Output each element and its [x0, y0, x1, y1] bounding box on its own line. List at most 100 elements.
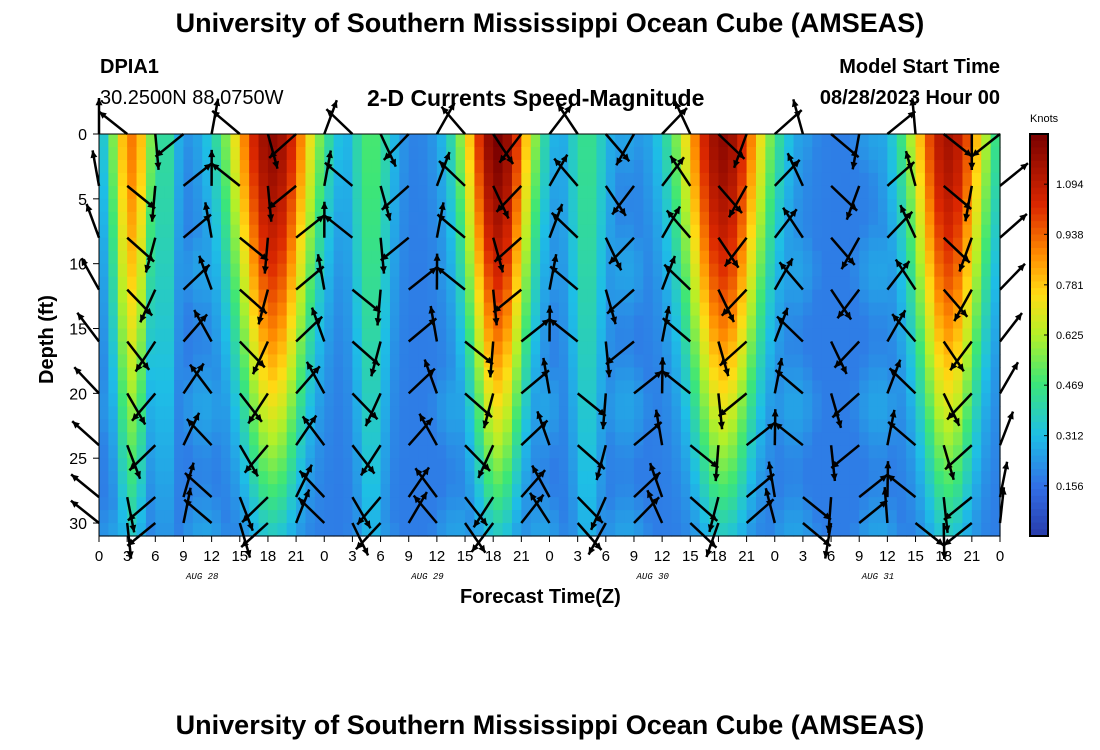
heat-cell [709, 497, 720, 511]
heat-cell [418, 198, 429, 213]
heat-cell [840, 354, 851, 369]
heat-cell [267, 484, 278, 498]
y-axis-label: Depth (ft) [36, 295, 58, 384]
heat-cell [558, 380, 569, 394]
heat-cell [877, 354, 888, 369]
heat-cell [915, 341, 926, 356]
heat-cell [558, 328, 569, 343]
heat-cell [446, 367, 457, 381]
heat-cell [380, 445, 391, 459]
heat-cell [230, 224, 241, 239]
heat-cell [680, 445, 691, 459]
y-tick-label: 30 [69, 516, 87, 533]
heat-cell [737, 497, 748, 511]
heat-cell [812, 406, 823, 420]
arrow-head [1017, 263, 1025, 272]
current-arrow [942, 444, 956, 481]
heat-cell [840, 289, 851, 304]
current-arrow [550, 211, 579, 239]
heat-cell [615, 341, 626, 356]
heat-cell [408, 237, 419, 252]
heat-cell [605, 510, 616, 524]
current-arrow [126, 444, 142, 480]
heat-cell [643, 510, 654, 524]
heat-cell [230, 289, 241, 304]
heat-cell [267, 471, 278, 485]
heat-cell [145, 471, 156, 485]
heat-cell [737, 328, 748, 343]
heat-cell [230, 419, 241, 433]
arrow-head [380, 253, 389, 261]
heat-cell [99, 237, 109, 252]
heat-cell [108, 432, 119, 446]
heat-cell [765, 172, 776, 187]
heat-cell [746, 198, 757, 213]
heat-cell [474, 458, 485, 472]
heat-cell [474, 432, 485, 446]
arrow-head [958, 263, 966, 272]
heat-cell [746, 523, 757, 537]
heat-cell [521, 523, 532, 537]
heat-cell [389, 341, 400, 356]
heat-cell [230, 211, 241, 226]
heat-cell [990, 354, 1001, 369]
heat-cell [446, 250, 457, 265]
heat-cell [418, 146, 429, 161]
heat-cell [465, 458, 476, 472]
heat-cell [821, 432, 832, 446]
heat-cell [343, 510, 354, 524]
current-arrow [776, 315, 804, 343]
heat-cell [511, 432, 522, 446]
heat-cell [399, 263, 410, 278]
heat-cell [915, 211, 926, 226]
heat-cell [117, 172, 128, 187]
arrow-head [268, 201, 276, 209]
heat-cell [192, 302, 203, 317]
heat-cell [924, 484, 935, 498]
heat-cell [662, 237, 673, 252]
heat-cell [906, 289, 917, 304]
heat-cell [652, 172, 663, 187]
heat-cell [136, 432, 147, 446]
arrow-head [590, 521, 598, 530]
current-arrow [604, 341, 613, 378]
heat-cell [239, 224, 250, 239]
colorbar-cell [1030, 241, 1048, 249]
current-arrow [71, 420, 100, 447]
heat-cell [568, 328, 579, 343]
heat-cell [418, 341, 429, 356]
heat-cell [709, 380, 720, 394]
heat-cell [718, 315, 729, 330]
heat-cell [971, 250, 982, 265]
heat-cell [455, 458, 466, 472]
heat-cell [793, 523, 804, 537]
arrow-head [831, 460, 840, 468]
current-arrow [909, 97, 917, 135]
heat-cell [793, 315, 804, 330]
heat-cell [333, 341, 344, 356]
heat-cell [258, 406, 269, 420]
heat-cell [915, 380, 926, 394]
heat-cell [465, 289, 476, 304]
heat-cell [108, 237, 119, 252]
current-arrow [904, 150, 917, 187]
heat-cell [896, 328, 907, 343]
heat-cell [746, 367, 757, 381]
colorbar-cell [1030, 509, 1048, 517]
heat-cell [643, 380, 654, 394]
heat-cell [915, 237, 926, 252]
heat-cell [990, 134, 1001, 148]
heat-cell [521, 146, 532, 161]
heat-cell [436, 185, 447, 200]
heat-cell [549, 510, 560, 524]
heat-cell [887, 185, 898, 200]
heat-cell [943, 250, 954, 265]
arrow-head [530, 492, 537, 501]
colorbar-cell [1030, 455, 1048, 463]
heat-cell [145, 302, 156, 317]
heat-cell [183, 458, 194, 472]
heat-cell [727, 237, 738, 252]
heat-cell [840, 341, 851, 356]
heat-cell [633, 354, 644, 369]
heat-cell [99, 445, 109, 459]
